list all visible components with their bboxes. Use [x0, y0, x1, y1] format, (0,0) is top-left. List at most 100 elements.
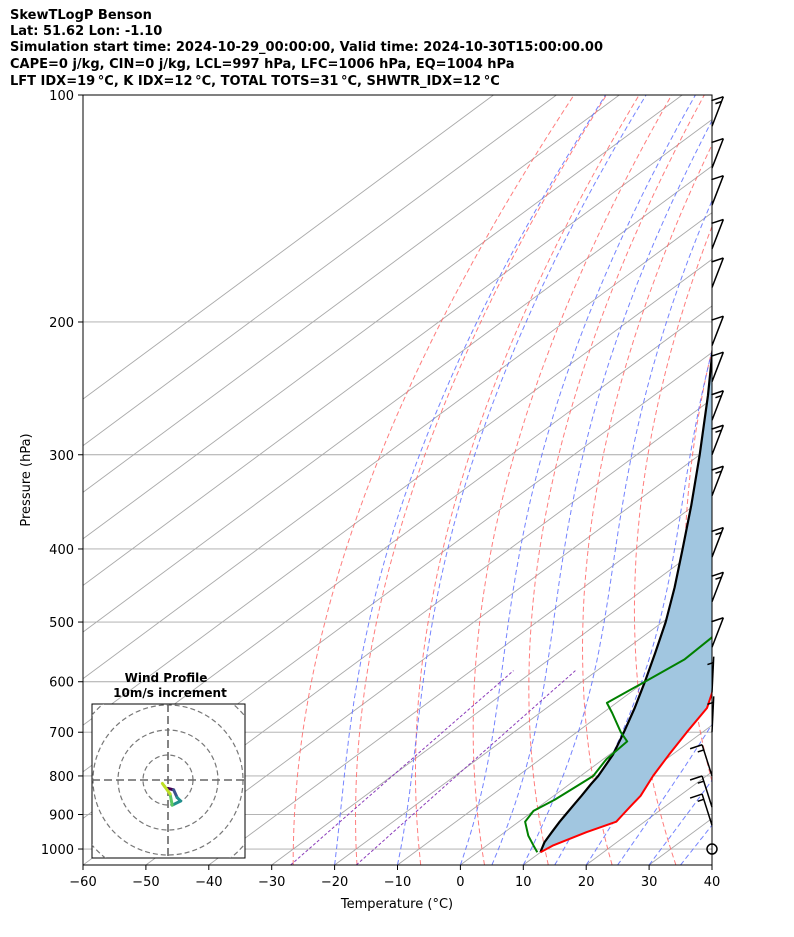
y-tick-label: 1000: [41, 843, 74, 858]
wind-profile-inset: [91, 703, 246, 859]
x-tick-label: 20: [578, 875, 595, 890]
y-tick-label: 600: [49, 676, 74, 691]
x-tick-label: −40: [195, 875, 222, 890]
wind-barb: [711, 257, 725, 288]
barb-flag-full: [711, 257, 724, 263]
inset-title-line2: 10m/s increment: [113, 686, 227, 700]
isotherm-line: [523, 724, 712, 865]
barb-flag-half: [697, 780, 704, 784]
barb-flag-full: [711, 137, 724, 144]
barb-shaft: [711, 390, 725, 421]
wind-barb: [711, 465, 725, 497]
wind-barb: [711, 137, 725, 169]
simulation-info: Simulation start time: 2024-10-29_00:00:…: [10, 40, 603, 55]
isotherm-line: [83, 95, 683, 540]
y-axis-label: Pressure (hPa): [19, 433, 34, 526]
temperature-line: [540, 690, 712, 854]
isotherm-line: [83, 95, 557, 447]
y-tick-label: 300: [49, 449, 74, 464]
axis-ticks: −60 −50 −40 −30 −20 −10 0 10 20 30 40 1000 900 800 700…: [41, 89, 720, 890]
barb-flag-full: [711, 571, 724, 577]
barb-shaft: [711, 219, 725, 250]
barb-flag-half: [715, 429, 722, 433]
moist-adiabat-line: [522, 199, 712, 865]
moist-adiabat-line: [554, 348, 712, 865]
isotherm-line: [83, 165, 712, 633]
dry-adiabat-line: [292, 95, 575, 865]
x-tick-label: 40: [704, 875, 721, 890]
barb-flag-full: [711, 315, 724, 321]
x-tick-label: 0: [456, 875, 464, 890]
wind-barb: [689, 793, 713, 826]
barb-flag-full: [711, 96, 724, 102]
y-tick-label: 800: [49, 770, 74, 785]
isotherm-line: [397, 631, 712, 865]
barb-flag-half: [715, 100, 722, 105]
barb-flag-full: [689, 744, 703, 750]
barb-shaft: [711, 617, 725, 648]
y-tick-label: 900: [49, 809, 74, 824]
moist-adiabat-line: [744, 95, 794, 865]
isotherm-line: [711, 864, 712, 865]
barb-flag-half: [715, 470, 722, 474]
x-tick-label: −20: [321, 875, 348, 890]
barb-flag-full: [689, 793, 703, 799]
isotherm-line: [83, 398, 712, 865]
dry-adiabat-line: [354, 95, 607, 865]
moist-adiabat-line: [491, 119, 712, 865]
barb-flag-full: [711, 351, 724, 357]
cape-shading: [540, 355, 712, 853]
barb-shaft: [711, 138, 725, 169]
hodograph-segment: [163, 784, 172, 796]
wind-barb: [711, 174, 725, 206]
cape-area: [540, 355, 712, 853]
y-tick-label: 500: [49, 616, 74, 631]
barb-shaft: [711, 351, 725, 382]
wind-barb: [711, 218, 725, 250]
x-tick-label: −60: [69, 875, 96, 890]
dry-adiabat-line: [528, 95, 705, 865]
dry-adiabat-line: [472, 95, 673, 865]
dry-adiabat-line: [581, 143, 712, 865]
barb-shaft: [711, 425, 725, 456]
isotherm-line: [83, 95, 620, 493]
y-tick-label: 700: [49, 726, 74, 741]
barb-flag-half: [697, 798, 704, 802]
barb-flag-full: [711, 617, 724, 623]
isotherm-line: [775, 95, 794, 865]
moist-adiabat-line: [711, 864, 712, 865]
dewpoint-line: [524, 636, 712, 853]
isotherm-line: [83, 95, 494, 400]
wind-barb: [711, 617, 725, 648]
barb-flag-full: [711, 218, 724, 225]
wind-barbs: [689, 96, 725, 855]
inset-content: [92, 704, 245, 858]
isotherm-line: [271, 538, 712, 865]
mixing-ratio-line: [290, 670, 514, 865]
wind-barb: [689, 744, 713, 777]
barb-flag-full: [711, 526, 724, 533]
dry-adiabat-line: [781, 95, 794, 865]
moist-adiabat-line: [397, 95, 647, 865]
parcel-profile-line: [539, 344, 712, 853]
wind-barb: [711, 571, 725, 603]
x-tick-label: −10: [384, 875, 411, 890]
wind-barb: [689, 775, 713, 808]
index-info: LFT IDX=19 °C, K IDX=12 °C, TOTAL TOTS=3…: [10, 74, 500, 89]
barb-flag-half: [697, 749, 704, 753]
stability-info: CAPE=0 j/kg, CIN=0 j/kg, LCL=997 hPa, LF…: [10, 57, 515, 72]
barb-shaft: [711, 96, 725, 127]
isotherm-line: [334, 584, 712, 865]
barb-flag-half: [715, 531, 722, 536]
wind-barb: [711, 424, 725, 456]
moist-adiabat-line: [617, 723, 712, 865]
moist-adiabat-line: [334, 95, 607, 865]
x-tick-label: −30: [258, 875, 285, 890]
barb-shaft: [711, 465, 725, 497]
wind-barb: [711, 390, 725, 421]
y-tick-label: 200: [49, 316, 74, 331]
moist-adiabat-line: [459, 95, 696, 865]
isotherm-line: [83, 258, 712, 726]
wind-barb: [711, 526, 725, 558]
barb-shaft: [711, 572, 725, 603]
